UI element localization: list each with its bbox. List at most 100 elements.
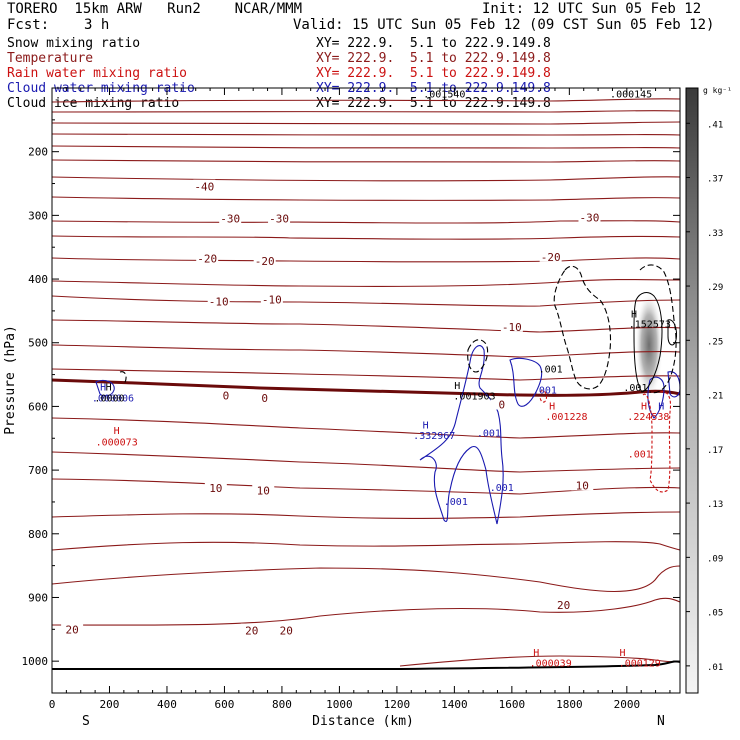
temperature-label: 20 <box>245 625 258 638</box>
y-tick-label: 900 <box>28 591 48 604</box>
field-annotation: H <box>454 381 460 392</box>
temperature-label-bg <box>260 292 283 305</box>
x-tick-label: 200 <box>100 698 120 711</box>
temperature-label: -30 <box>580 211 600 224</box>
y-tick-label: 300 <box>28 209 48 222</box>
temperature-label-bg <box>61 622 84 635</box>
field-annotation: H <box>114 426 120 437</box>
x-tick-label: 400 <box>157 698 177 711</box>
freezing-level-line <box>51 378 681 397</box>
x-axis-label: Distance (km) <box>312 714 414 729</box>
temperature-label: -30 <box>220 213 240 226</box>
temperature-label: -20 <box>541 251 561 264</box>
temperature-label-bg <box>252 483 275 496</box>
temperature-label: 20 <box>65 623 78 636</box>
plot-frame <box>51 87 681 694</box>
temperature-label: 20 <box>557 599 570 612</box>
y-tick-label: 1000 <box>22 655 49 668</box>
snow-contours <box>119 264 677 394</box>
colorbar-label: .09 <box>707 554 723 564</box>
north-label: N <box>657 714 665 729</box>
field-annotation: .332967 <box>413 431 455 442</box>
temperature-label-bg <box>253 254 276 267</box>
x-tick-label: 1800 <box>556 698 583 711</box>
field-annotation: H <box>423 421 429 432</box>
field-annotation: H <box>641 402 647 413</box>
x-tick-label: 0 <box>49 698 56 711</box>
temperature-label: -20 <box>197 253 217 266</box>
temperature-label-bg <box>552 598 575 611</box>
field-annotation: .001 <box>533 386 557 397</box>
colorbar-label: .05 <box>707 609 723 619</box>
colorbar-label: .41 <box>707 120 723 130</box>
temperature-label: -10 <box>502 321 522 334</box>
temperature-label-bg <box>204 480 227 493</box>
temperature-label: 10 <box>576 479 589 492</box>
y-tick-label: 800 <box>28 528 48 541</box>
rain-water-contours <box>539 390 672 493</box>
colorbar-label: .25 <box>707 337 723 347</box>
colorbar-label: .01 <box>707 663 723 673</box>
temperature-label-bg <box>275 623 298 636</box>
colorbar-label: .21 <box>707 392 723 402</box>
field-annotation: .001540 <box>423 90 465 101</box>
temperature-label-bg <box>539 249 562 262</box>
field-annotation: .001228 <box>545 412 587 423</box>
temperature-label-bg <box>219 211 242 224</box>
temperature-label-bg <box>193 179 216 192</box>
temperature-label-bg <box>253 391 276 404</box>
temperature-label: -30 <box>269 213 289 226</box>
x-tick-label: 800 <box>272 698 292 711</box>
temperature-label: 10 <box>209 482 222 495</box>
legend-cloud-ice: Cloud ice mixing ratio <box>7 96 180 111</box>
y-tick-label: 400 <box>28 273 48 286</box>
colorbar-label: .29 <box>707 283 723 293</box>
x-tick-label: 1600 <box>499 698 526 711</box>
field-annotation: .001 <box>539 365 563 376</box>
temperature-isotherms <box>51 98 681 667</box>
colorbar-label: .17 <box>707 446 723 456</box>
field-annotation: .001 <box>628 449 652 460</box>
field-annotation: .001 <box>477 428 501 439</box>
field-annotation: .000006 <box>92 393 134 404</box>
colorbar: g kg⁻¹ .01 .05 .09 .13 .17 .21 .25 .29 .33 .37 .41 <box>685 86 732 694</box>
temperature-label-bg <box>207 294 230 307</box>
colorbar-label: .13 <box>707 500 723 510</box>
y-axis-label: Pressure (hPa) <box>3 325 18 435</box>
x-tick-label: 600 <box>215 698 235 711</box>
legend-snow-xy: XY= 222.9. 5.1 to 222.9.149.8 <box>316 36 551 51</box>
valid-time: Valid: 15 UTC Sun 05 Feb 12 (09 CST Sun … <box>293 17 715 33</box>
field-annotation: H <box>100 383 106 394</box>
legend-temperature-xy: XY= 222.9. 5.1 to 222.9.149.8 <box>316 51 551 66</box>
field-annotation: .000039 <box>530 658 572 669</box>
field-annotation: H <box>549 402 555 413</box>
colorbar-gradient <box>685 87 699 694</box>
field-annotation: H <box>533 648 539 659</box>
y-tick-label: 500 <box>28 337 48 350</box>
temperature-label: -10 <box>209 295 229 308</box>
init-time: Init: 12 UTC Sun 05 Feb 12 <box>482 1 702 17</box>
colorbar-unit: g kg⁻¹ <box>703 86 732 95</box>
y-tick-label: 200 <box>28 146 48 159</box>
legend-rain: Rain water mixing ratio <box>7 66 188 81</box>
field-annotation: .001 <box>444 497 468 508</box>
temperature-label-bg <box>214 388 237 401</box>
field-annotation: H <box>106 383 112 394</box>
temperature-label: 20 <box>280 625 293 638</box>
field-annotation: .000145 <box>610 90 652 101</box>
field-annotation: .001903 <box>453 391 495 402</box>
field-annotation: .000073 <box>96 437 138 448</box>
temperature-label: -20 <box>255 255 275 268</box>
field-annotation: H <box>658 402 664 413</box>
x-tick-label: 2000 <box>614 698 641 711</box>
temperature-label-bg <box>268 211 291 224</box>
field-annotation: .001 <box>490 483 514 494</box>
legend-temperature: Temperature <box>7 51 94 66</box>
field-annotation: .224538 <box>627 412 669 423</box>
x-tick-label: 1000 <box>326 698 353 711</box>
colorbar-label: .33 <box>707 229 723 239</box>
model-title: TORERO 15km ARW Run2 NCAR/MMM <box>7 1 303 17</box>
temperature-label-bg <box>490 397 513 410</box>
temperature-label: 0 <box>223 390 230 403</box>
temperature-label: 0 <box>498 399 505 412</box>
